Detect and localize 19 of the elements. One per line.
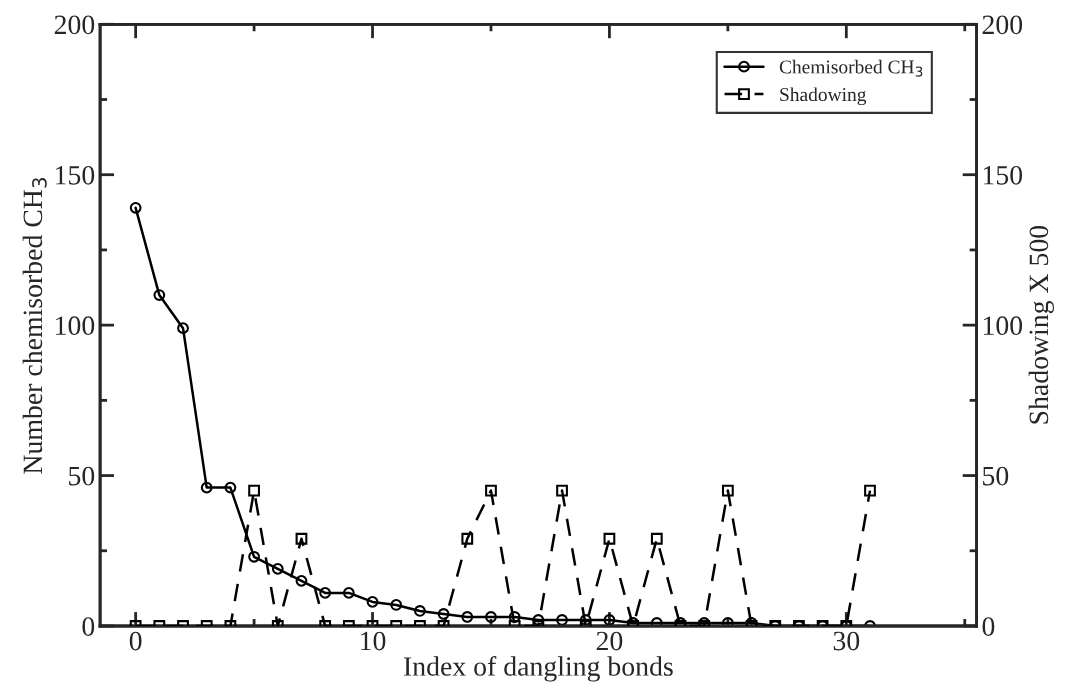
y2-tick-label: 200 — [982, 15, 1023, 35]
y2-tick-label: 150 — [983, 165, 1023, 185]
y-tick-label: 150 — [56, 165, 95, 185]
y-tick-label: 200 — [54, 15, 95, 35]
y2-tick-label: 0 — [982, 617, 995, 636]
x-axis-title: Index of dangling bonds — [403, 656, 673, 682]
y-tick-label: 0 — [82, 617, 95, 636]
y2-tick-label: 100 — [983, 316, 1023, 336]
y-tick-label: 50 — [69, 466, 95, 486]
y-axis-title: Number chemisorbed CH$_{3}$ — [22, 178, 47, 474]
x-tick-label: 30 — [833, 631, 860, 651]
legend-label: Chemisorbed CH$_{3}$ — [779, 59, 923, 77]
y2-tick-label: 50 — [983, 466, 1009, 486]
x-tick-label: 0 — [129, 631, 142, 651]
legend-label: Shadowing — [780, 87, 867, 106]
y-tick-label: 100 — [56, 316, 95, 336]
y2-axis-title: Shadowing X 500 — [1028, 225, 1054, 424]
x-tick-label: 20 — [596, 631, 623, 651]
x-tick-label: 10 — [361, 631, 386, 651]
